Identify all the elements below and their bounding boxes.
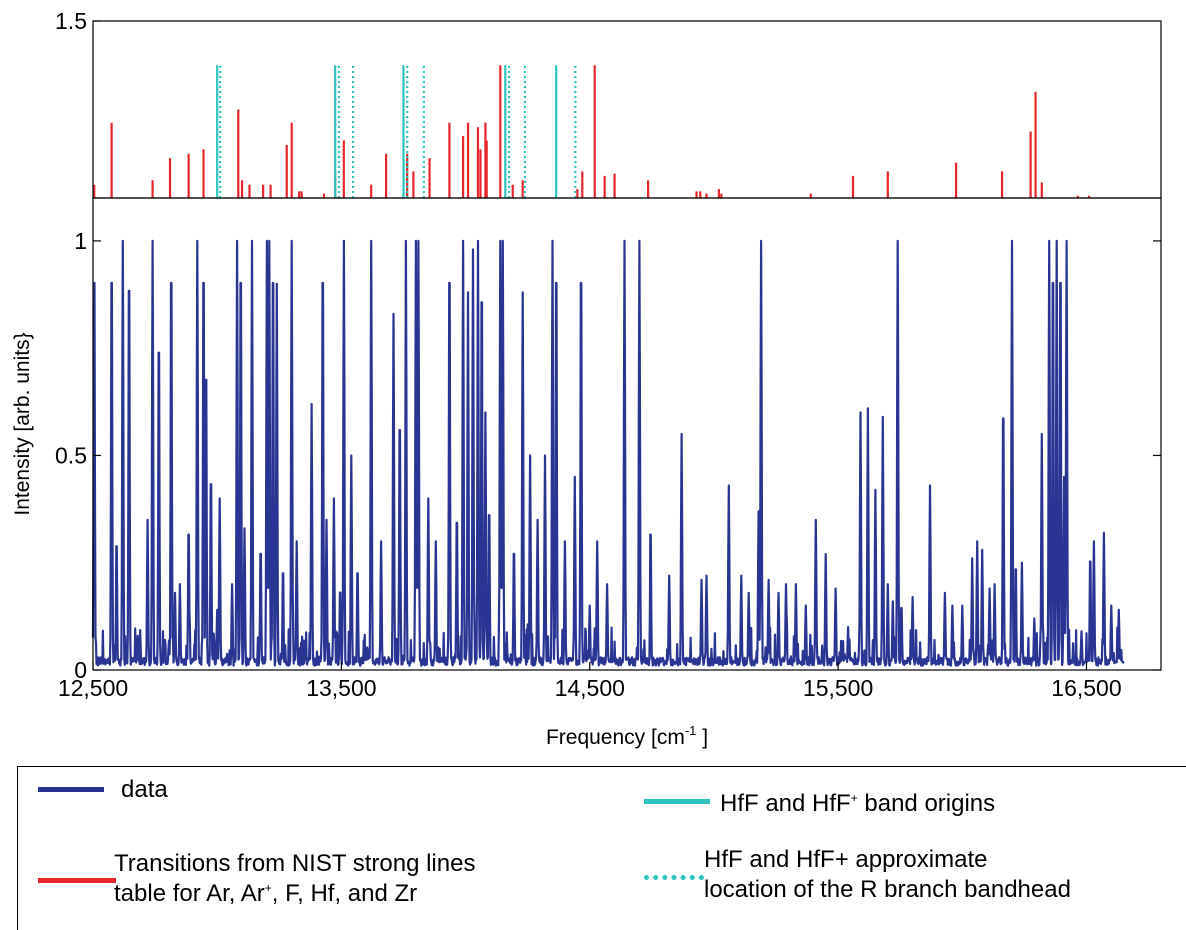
legend-label-nist-line2-pre: table for Ar, Ar (114, 880, 265, 907)
legend-label-nist-line2: table for Ar, Ar+, F, Hf, and Zr (114, 879, 475, 909)
legend-label-bandhead: HfF and HfF+ approximate location of the… (704, 845, 1071, 905)
xtick-label-4: 16,500 (1051, 675, 1121, 701)
legend-label-data: data (121, 776, 168, 803)
legend-label-bandhead-line2: location of the R branch bandhead (704, 876, 1071, 903)
bottom-axes-frame (92, 197, 1162, 671)
x-axis-title: Frequency [cm-1 ] (546, 723, 708, 749)
top-ytick-label-0: 1.5 (55, 8, 87, 34)
ytick-label-0: 0 (74, 657, 87, 683)
legend-label-bandhead-line1: HfF and HfF+ approximate (704, 846, 988, 873)
spectrum-chart: 1.5 0 0.5 1 12,500 13,500 14,500 15,500 16,500 Fr… (11, 8, 1162, 749)
legend-label-band-origins: HfF and HfF+ band origins (720, 789, 995, 819)
xtick-label-3: 15,500 (803, 675, 873, 701)
legend-label-nist-line2-sup: + (264, 881, 272, 895)
legend-label-nist-line1: Transitions from NIST strong lines (114, 850, 476, 877)
xtick-label-0: 12,500 (58, 675, 128, 701)
y-axis-title: Intensity [arb. units} (11, 332, 34, 515)
spectrum-panel (91, 239, 1125, 667)
legend-swatch-data (38, 787, 104, 792)
legend-label-band-origins-sup: + (850, 791, 858, 805)
legend-swatch-band-origins (644, 799, 710, 804)
xtick-label-2: 14,500 (555, 675, 625, 701)
nist-lines-panel (93, 65, 1091, 198)
legend-swatch-bandhead (644, 875, 704, 880)
legend: data HfF and HfF+ band origins Transitio… (17, 766, 1186, 930)
spectrum-series-data (91, 239, 1125, 667)
top-axes-frame (92, 20, 1162, 199)
xtick-label-1: 13,500 (306, 675, 376, 701)
ytick-label-1: 0.5 (55, 442, 87, 468)
ytick-label-2: 1 (74, 228, 87, 254)
legend-swatch-nist (38, 878, 116, 883)
legend-label-band-origins-pre: HfF and HfF (720, 790, 851, 817)
axes: 1.5 0 0.5 1 12,500 13,500 14,500 15,500 16,500 Fr… (11, 8, 1162, 749)
legend-label-band-origins-post: band origins (857, 790, 996, 817)
legend-label-nist-line2-post: , F, Hf, and Zr (271, 880, 418, 907)
legend-label-nist: Transitions from NIST strong lines table… (114, 849, 475, 909)
